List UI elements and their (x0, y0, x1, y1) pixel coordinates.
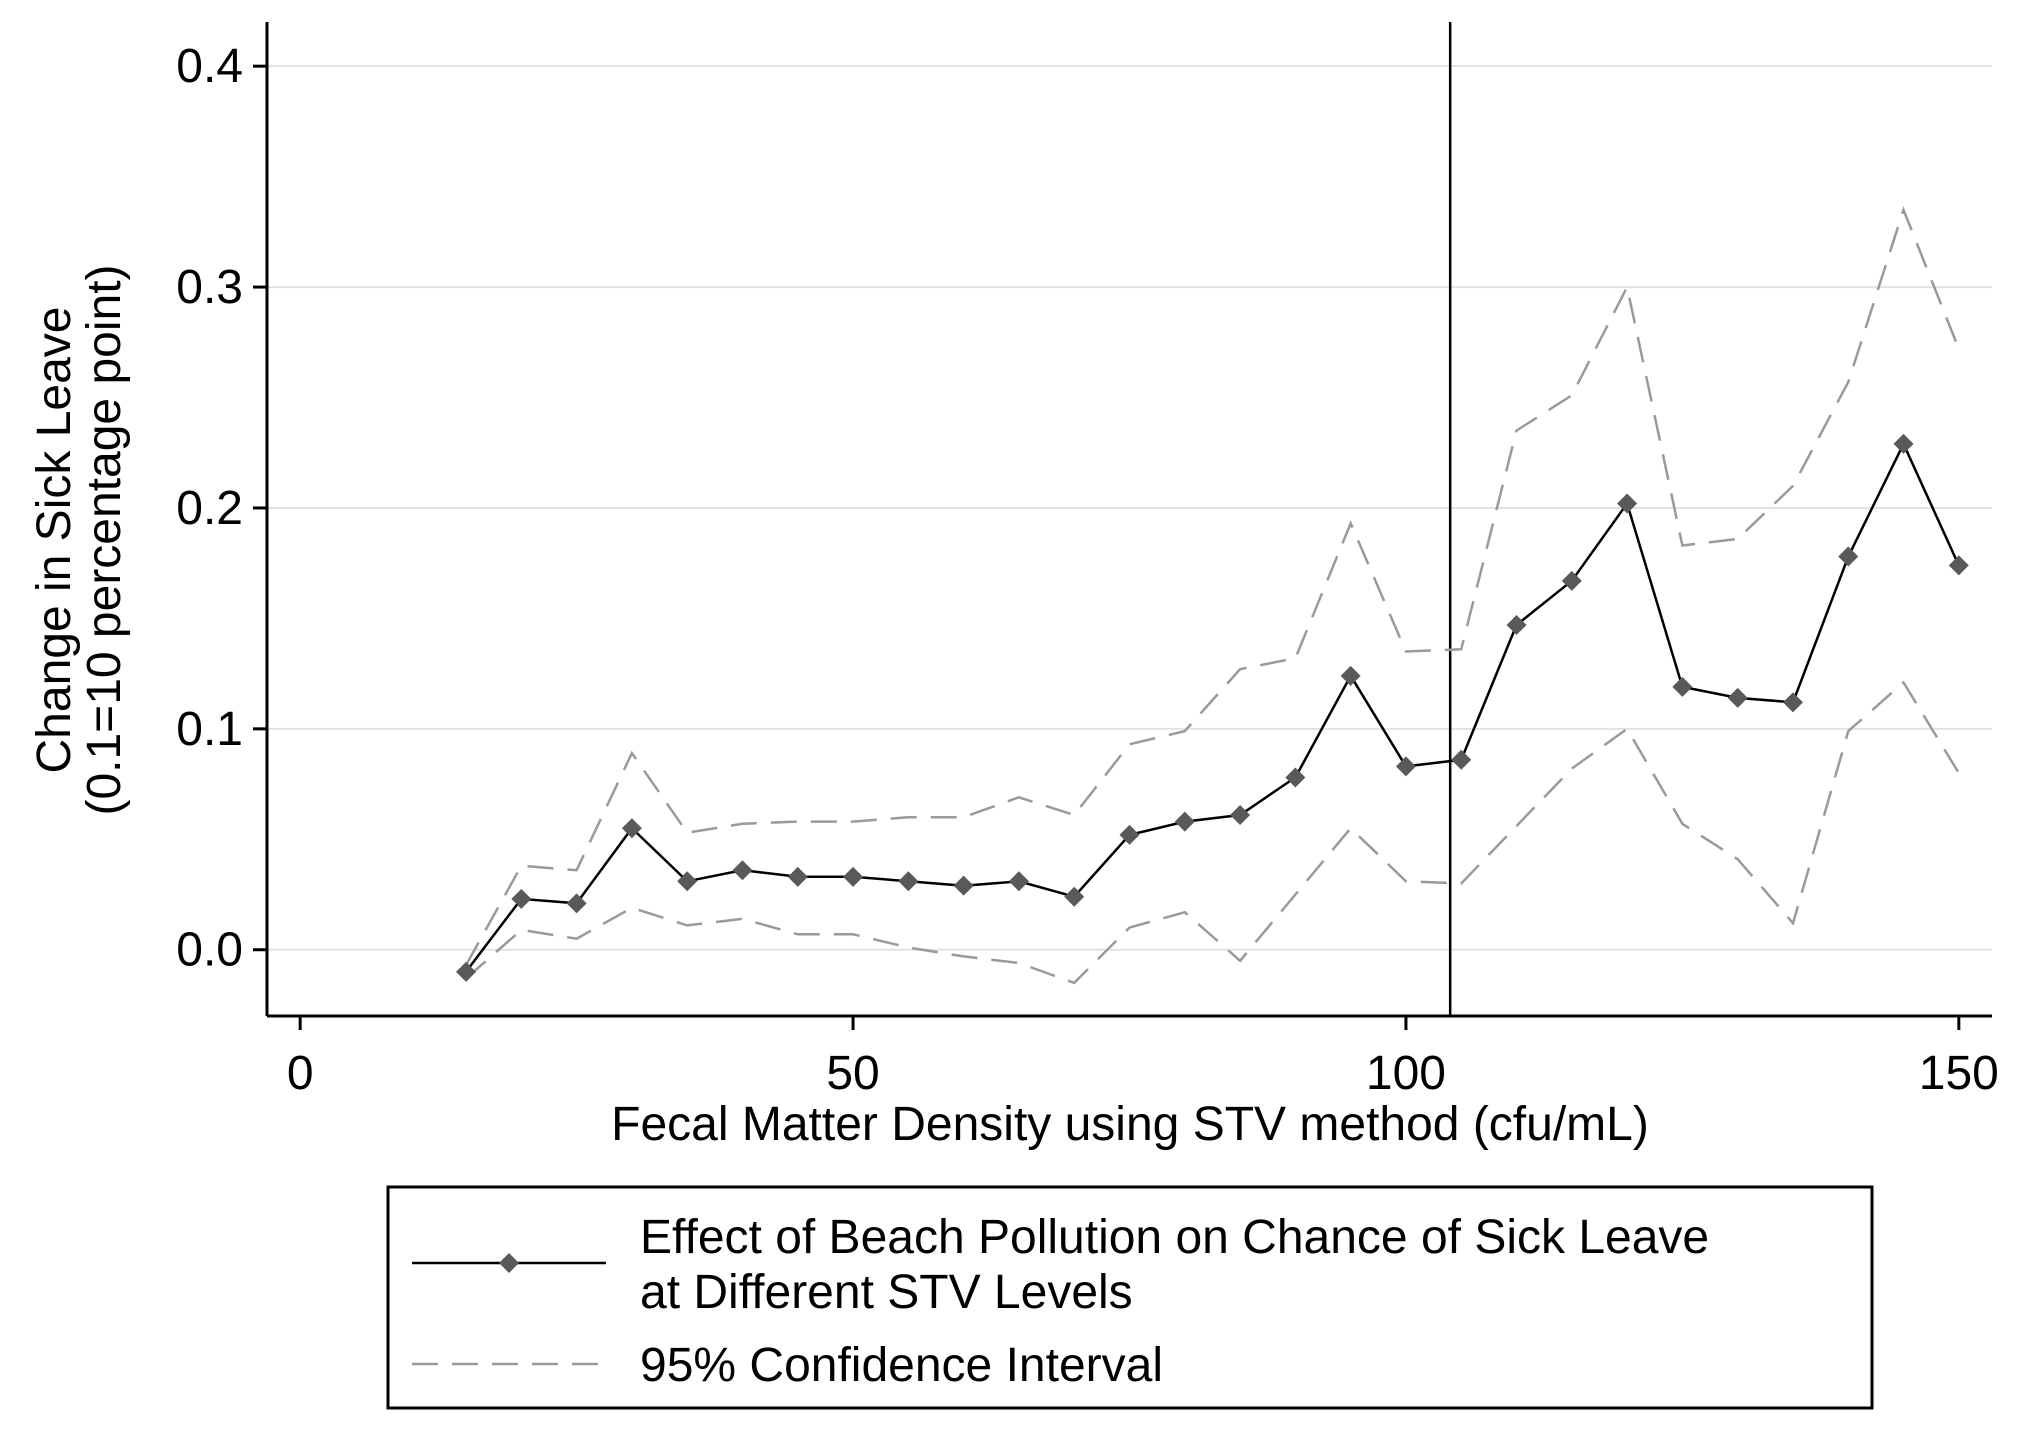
estimate-point (1506, 615, 1527, 636)
estimate-point (1064, 886, 1085, 907)
y-tick-label: 0.2 (176, 482, 243, 535)
estimate-point (1561, 570, 1582, 591)
estimate-point (732, 860, 753, 881)
legend-box (386, 1185, 1874, 1410)
estimate-point (1395, 756, 1416, 777)
estimate-point (787, 866, 808, 887)
x-tick-label: 0 (287, 1047, 314, 1100)
estimate-point (456, 961, 477, 982)
legend-ci-label: 95% Confidence Interval (640, 1339, 1163, 1392)
ci-upper-line (464, 206, 1960, 966)
legend-estimate-label-line1: Effect of Beach Pollution on Chance of S… (640, 1211, 1709, 1264)
estimate-point (1948, 555, 1969, 576)
estimate-point (566, 893, 587, 914)
x-tick-label: 100 (1366, 1047, 1446, 1100)
estimate-point (1893, 433, 1914, 454)
legend-estimate-label-line2: at Different STV Levels (640, 1266, 1133, 1319)
y-tick-label: 0.1 (176, 703, 243, 756)
estimate-point (1285, 767, 1306, 788)
estimate-point (1451, 749, 1472, 770)
estimate-line (465, 440, 1960, 973)
estimate-point (1008, 871, 1029, 892)
series (456, 22, 1969, 1016)
x-tick-label: 50 (826, 1047, 879, 1100)
estimate-point (843, 866, 864, 887)
estimate-point (1340, 665, 1361, 686)
y-tick-label: 0.4 (176, 40, 243, 93)
y-axis-title-line1: Change in Sick Leave (28, 307, 81, 774)
x-tick-label: 150 (1919, 1047, 1999, 1100)
estimate-point (511, 888, 532, 909)
axes: 0.0 0.1 0.2 0.3 0.4 0 50 100 150 (176, 22, 1999, 1100)
ci-lower-line (465, 680, 1960, 985)
estimate-point (1174, 811, 1195, 832)
y-tick-label: 0.3 (176, 261, 243, 314)
gridlines (267, 65, 1992, 951)
estimate-point (1119, 824, 1140, 845)
x-axis-title: Fecal Matter Density using STV method (c… (611, 1098, 1649, 1151)
estimate-point (898, 871, 919, 892)
estimate-point (1617, 493, 1638, 514)
estimate-point (1727, 687, 1748, 708)
estimate-point (1672, 676, 1693, 697)
y-axis-title-line2: (0.1=10 percentage point) (78, 264, 131, 815)
estimate-point (677, 871, 698, 892)
legend-estimate-marker-swatch (499, 1253, 519, 1273)
estimate-point (1838, 546, 1859, 567)
legend: Effect of Beach Pollution on Chance of S… (386, 1185, 1874, 1410)
estimate-point (953, 875, 974, 896)
y-tick-label: 0.0 (176, 924, 243, 977)
estimate-point (1230, 804, 1251, 825)
estimate-point (621, 818, 642, 839)
estimate-point (1782, 692, 1803, 713)
